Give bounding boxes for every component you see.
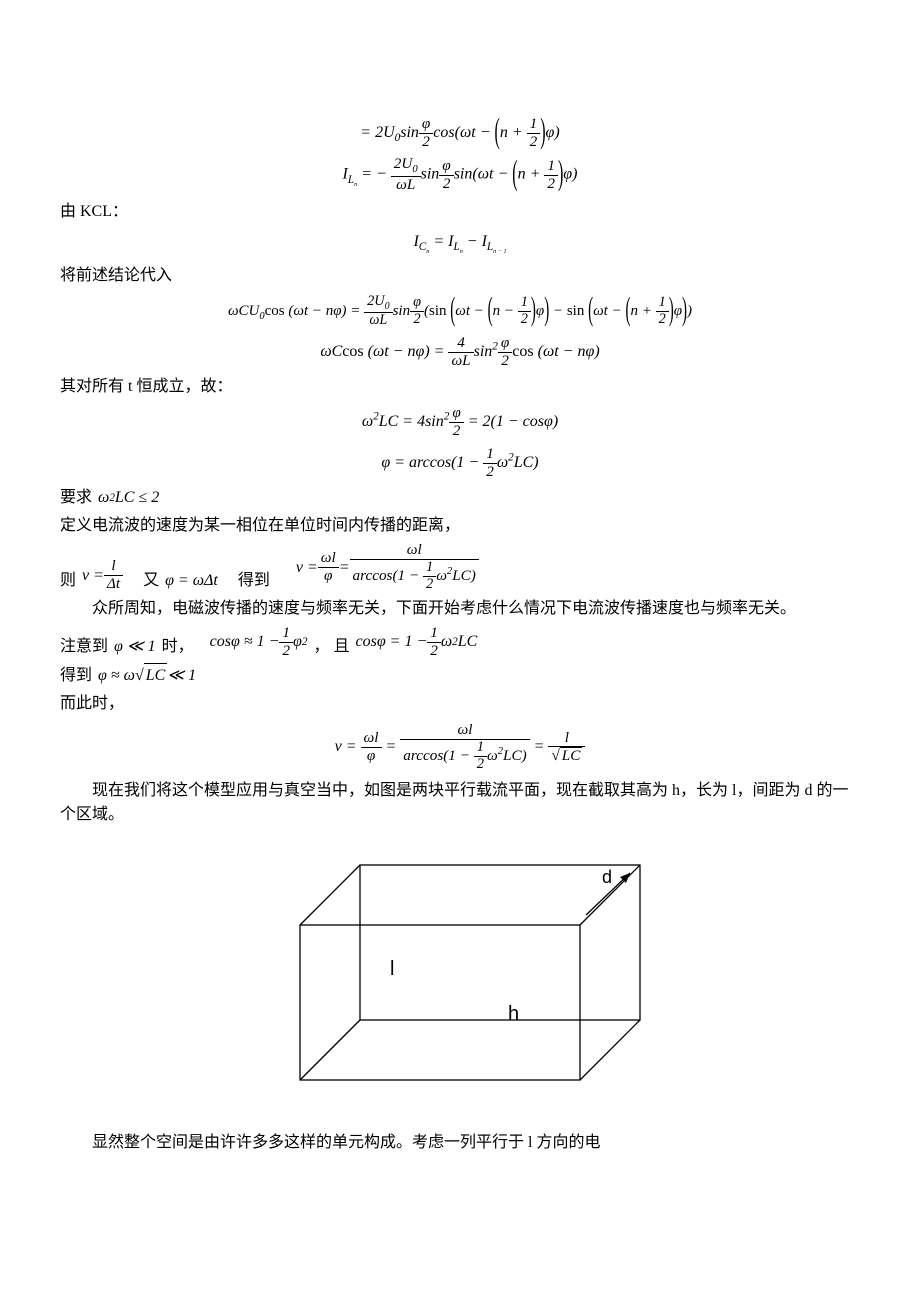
notice-prefix: 注意到 [60,635,108,659]
notice-suffix: 时， [162,635,194,659]
get2-expr: φ ≈ ω√LC ≪ 1 [98,663,196,688]
req-expr: ω2LC ≤ 2 [98,486,159,510]
parallelepiped-diagram: d l h [60,845,860,1113]
equation-3: ICn = ILn − ILn − 1 [60,230,860,258]
get2-line: 得到 φ ≈ ω√LC ≪ 1 [60,663,860,688]
equation-7: φ = arccos⁡(1 − 12ω2LC) [60,446,860,480]
atthis: 而此时， [60,692,860,716]
then-label: 则 [60,569,76,593]
equation-5: ωCcos (ωt − nφ) = 4ωLsin2φ2cos (ωt − nφ) [60,335,860,369]
subst-label: 将前述结论代入 [60,264,860,288]
get2-prefix: 得到 [60,664,92,688]
equation-6: ω2LC = 4sin2φ2 = 2(1 − cosφ) [60,405,860,439]
eq8: v = lΔt [82,558,123,592]
requirement-line: 要求 ω2LC ≤ 2 [60,486,860,510]
diagram-label-l: l [390,958,394,980]
diagram-label-d: d [602,867,612,887]
eq11: cosφ ≈ 1 − 12φ2 [210,625,308,659]
notice-line: 注意到 φ ≪ 1 时， cosφ ≈ 1 − 12φ2 ，且 cosφ = 1… [60,625,860,659]
get-label: 得到 [238,569,270,593]
model-para: 现在我们将这个模型应用与真空当中，如图是两块平行载流平面，现在截取其高为 h，长… [60,779,860,827]
req-prefix: 要求 [60,486,92,510]
equation-2: ILn = − 2U0ωLsinφ2sin⁡(ωt − (n + 12)φ) [60,156,860,193]
eq12: cosφ = 1 − 12ω2LC [355,625,477,659]
eq10: v = ωlφ = ωlarccos⁡(1 − 12ω2LC) [296,542,479,592]
equation-13: v = ωlφ = ωlarccos⁡(1 − 12ω2LC) = l√LC [60,722,860,772]
equation-1: = 2U0sinφ2cos⁡(ωt − (n + 12)φ) [60,116,860,150]
hold-label: 其对所有 t 恒成立，故： [60,375,860,399]
speed-def: 定义电流波的速度为某一相位在单位时间内传播的距离， [60,514,860,538]
speed-line: 则 v = lΔt 又 φ = ωΔt 得到 v = ωlφ = ωlarcco… [60,542,860,592]
final-para: 显然整个空间是由许许多多这样的单元构成。考虑一列平行于 l 方向的电 [60,1131,860,1155]
and2: ，且 [313,635,349,659]
known-para: 众所周知，电磁波传播的速度与频率无关，下面开始考虑什么情况下电流波传播速度也与频… [60,597,860,621]
and-label: 又 [143,569,159,593]
page-content: = 2U0sinφ2cos⁡(ωt − (n + 12)φ) ILn = − 2… [0,0,920,1219]
kcl-label: 由 KCL： [60,200,860,224]
diagram-label-h: h [508,1003,519,1025]
notice-expr: φ ≪ 1 [114,635,156,659]
equation-4: ωCU0cos (ωt − nφ) = 2U0ωLsinφ2(sin (ωt −… [60,294,860,329]
eq9: φ = ωΔt [165,569,218,593]
